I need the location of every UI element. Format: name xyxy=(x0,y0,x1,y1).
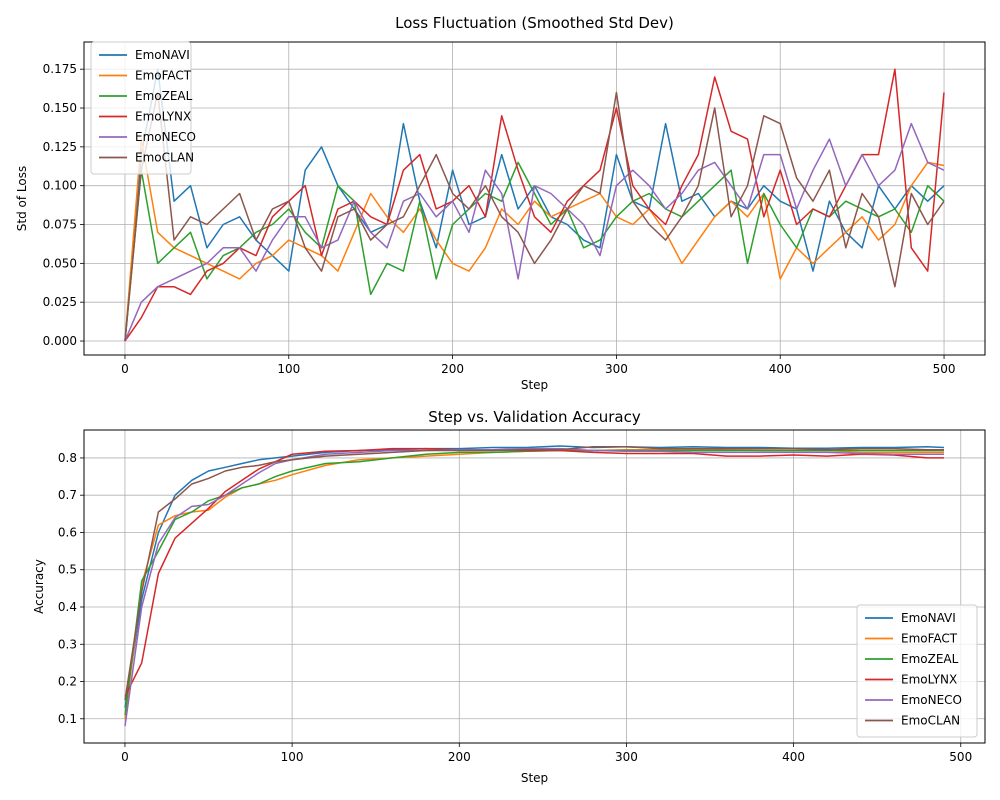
axes-frame xyxy=(83,41,986,356)
x-tick-label: 200 xyxy=(448,750,471,764)
legend-entry: EmoNAVI xyxy=(135,48,190,62)
y-tick-label: 0.150 xyxy=(43,101,77,115)
loss-fluctuation-chart: Loss Fluctuation (Smoothed Std Dev) Step… xyxy=(15,14,986,392)
x-tick-label: 300 xyxy=(615,750,638,764)
legend-entry: EmoZEAL xyxy=(135,89,193,103)
y-tick-label: 0.8 xyxy=(58,451,77,465)
legend-entry: EmoFACT xyxy=(135,69,192,83)
legend-entry: EmoCLAN xyxy=(901,714,960,728)
series-line-emolynx xyxy=(124,68,945,342)
series-line-emozeal xyxy=(124,449,944,716)
y-tick-label: 0.050 xyxy=(43,256,77,270)
legend-entry: EmoNECO xyxy=(135,130,196,144)
chart-title: Loss Fluctuation (Smoothed Std Dev) xyxy=(395,14,674,32)
y-tick-label: 0.4 xyxy=(58,600,77,614)
series-lines xyxy=(124,445,945,727)
y-tick-label: 0.7 xyxy=(58,488,77,502)
x-tick-label: 0 xyxy=(121,362,129,376)
series-line-emoclan xyxy=(124,91,945,342)
x-tick-label: 100 xyxy=(281,750,304,764)
y-axis-label: Std of Loss xyxy=(15,166,29,231)
y-tick-label: 0.000 xyxy=(43,334,77,348)
x-tick-label: 400 xyxy=(782,750,805,764)
x-tick-label: 500 xyxy=(949,750,972,764)
series-lines xyxy=(124,68,945,342)
y-tick-label: 0.5 xyxy=(58,563,77,577)
series-line-emoclan xyxy=(124,446,944,701)
series-line-emoneco xyxy=(124,122,945,342)
x-axis-label: Step xyxy=(521,378,548,392)
y-tick-label: 0.075 xyxy=(43,218,77,232)
x-tick-label: 100 xyxy=(277,362,300,376)
y-axis-label: Accuracy xyxy=(32,559,46,614)
x-tick-label: 0 xyxy=(121,750,129,764)
series-line-emoneco xyxy=(124,447,944,727)
y-tick-label: 0.125 xyxy=(43,140,77,154)
y-tick-label: 0.175 xyxy=(43,62,77,76)
x-tick-label: 300 xyxy=(605,362,628,376)
x-tick-label: 200 xyxy=(441,362,464,376)
axes-frame xyxy=(83,429,986,744)
x-axis-label: Step xyxy=(521,771,548,785)
chart-title: Step vs. Validation Accuracy xyxy=(428,408,641,426)
y-tick-label: 0.1 xyxy=(58,712,77,726)
legend-entry: EmoFACT xyxy=(901,632,958,646)
grid xyxy=(84,430,985,743)
legend-entry: EmoZEAL xyxy=(901,652,959,666)
legend-entry: EmoNAVI xyxy=(901,611,956,625)
y-tick-label: 0.2 xyxy=(58,675,77,689)
y-tick-label: 0.3 xyxy=(58,637,77,651)
y-tick-label: 0.6 xyxy=(58,525,77,539)
legend-entry: EmoLYNX xyxy=(901,673,957,687)
legend: EmoNAVI EmoFACT EmoZEAL EmoLYNX EmoNECO EmoCL… xyxy=(856,604,978,738)
y-tick-label: 0.100 xyxy=(43,179,77,193)
legend-entry: EmoCLAN xyxy=(135,151,194,165)
validation-accuracy-chart: Step vs. Validation Accuracy Step Accura… xyxy=(32,408,986,785)
legend-entry: EmoLYNX xyxy=(135,110,191,124)
y-tick-label: 0.025 xyxy=(43,295,77,309)
legend-entry: EmoNECO xyxy=(901,693,962,707)
x-tick-label: 500 xyxy=(933,362,956,376)
x-tick-label: 400 xyxy=(769,362,792,376)
legend: EmoNAVI EmoFACT EmoZEAL EmoLYNX EmoNECO EmoCL… xyxy=(90,41,196,175)
